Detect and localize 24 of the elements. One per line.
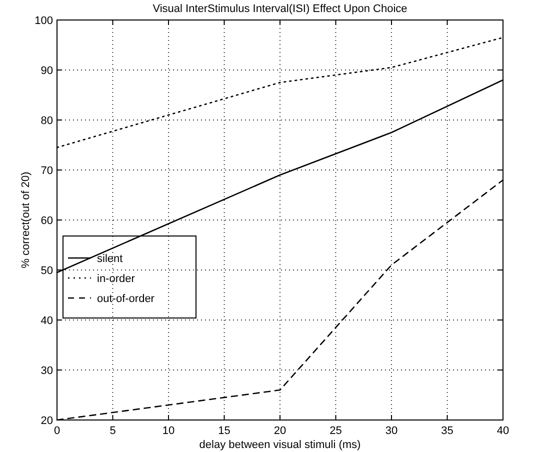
y-tick-label: 30	[40, 365, 53, 377]
x-tick-label: 35	[441, 425, 454, 437]
x-tick-label: 10	[162, 425, 175, 437]
y-tick-label: 40	[40, 315, 53, 327]
x-tick-label: 30	[385, 425, 398, 437]
chart-title: Visual InterStimulus Interval(ISI) Effect Upon Choice	[152, 3, 408, 15]
y-tick-label: 70	[40, 165, 53, 177]
y-axis-title: % correct(out of 20)	[20, 172, 32, 268]
x-tick-label: 40	[496, 425, 510, 437]
y-tick-label: 80	[40, 115, 53, 127]
y-tick-label: 90	[40, 65, 53, 77]
y-tick-label: 100	[34, 15, 53, 27]
y-tick-label: 60	[40, 215, 53, 227]
legend-label: in-order	[97, 273, 136, 285]
x-axis-title: delay between visual stimuli (ms)	[199, 439, 361, 451]
y-tick-label: 50	[40, 265, 53, 277]
x-tick-label: 25	[330, 425, 342, 437]
x-tick-label: 5	[110, 425, 116, 437]
legend-label: silent	[97, 253, 123, 265]
legend-label: out-of-order	[97, 293, 155, 305]
y-tick-label: 20	[40, 415, 53, 427]
x-tick-label: 15	[218, 425, 230, 437]
x-tick-label: 0	[54, 425, 60, 437]
x-tick-label: 20	[274, 425, 286, 437]
